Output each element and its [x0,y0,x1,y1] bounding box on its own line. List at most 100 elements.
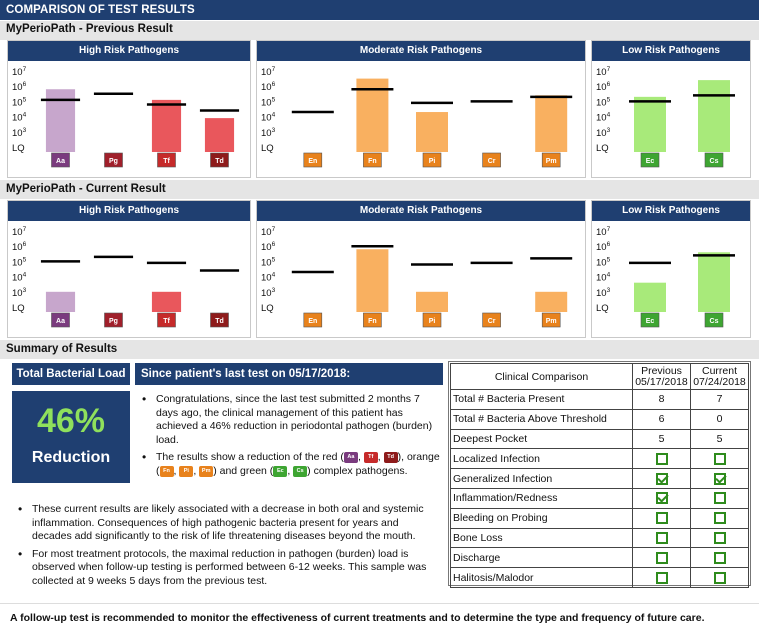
summary-section-title: Summary of Results [6,343,118,355]
pathogen-label: Fn [368,158,377,165]
pathogen-label: Pg [109,318,118,325]
y-tick-label: 104 [261,112,276,124]
table-row: Total # Bacteria Present 8 7 [450,389,749,410]
prev-low-risk-panel: Low Risk Pathogens 107 106 105 104 103 LQ Ec Cs [591,40,751,178]
current-column-header: Current 07/24/2018 [690,363,749,390]
pathogen-label: Aa [56,158,65,165]
row-prev-checkbox-cell [632,487,691,509]
y-tick-label: 103 [12,287,27,299]
y-tick-label: 105 [261,256,276,268]
panel-title: Low Risk Pathogens [592,201,750,221]
pathogen-badge [157,152,176,168]
row-label: Bone Loss [450,527,633,549]
bullet2-text-d: ) and green ( [213,464,274,477]
panel-title: Low Risk Pathogens [592,41,750,61]
y-tick-label: 103 [261,287,276,299]
y-tick-label: 107 [596,66,611,78]
y-tick-label: 105 [596,96,611,108]
row-label: Localized Infection [450,448,633,470]
y-tick-label: 103 [596,127,611,139]
y-tick-label: 105 [261,96,276,108]
since-title: Since patient's last test on 05/17/2018: [135,363,443,385]
row-curr-value: 7 [690,389,749,410]
summary-bullets-bottom: These current results are likely associa… [18,503,438,589]
reduction-label: Reduction [31,449,111,466]
bullet2-text-b: ), [397,451,405,464]
unchecked-checkbox-icon [713,571,726,584]
y-tick-label: 105 [596,256,611,268]
table-row: Halitosis/Malodor [450,567,749,588]
y-tick-label: LQ [261,143,274,154]
total-load-title: Total Bacterial Load [12,363,130,385]
y-tick-label: 104 [12,272,27,284]
y-tick-label: 107 [261,66,276,78]
y-tick-label: LQ [596,143,609,154]
pathogen-bar [151,291,182,312]
y-tick-label: 105 [12,96,27,108]
red-chip: Aa [343,452,358,464]
footer-divider [0,603,759,604]
pathogen-bar [204,118,235,152]
unchecked-checkbox-icon [713,452,726,465]
unchecked-checkbox-icon [713,551,726,564]
row-label: Generalized Infection [450,468,633,489]
orange-chip: Pi [179,465,194,477]
panel-title: High Risk Pathogens [8,41,250,61]
pathogen-label: Cr [488,158,496,165]
orange-chip: Pm [199,465,214,477]
y-tick-label: LQ [261,303,274,314]
total-load-block: Total Bacterial Load 46% Reduction [12,363,130,483]
y-tick-label: 104 [12,112,27,124]
previous-section-bar [0,21,759,40]
row-prev-checkbox-cell [632,448,691,470]
pathogen-label: Tf [163,318,170,325]
pathogen-label: En [308,318,317,325]
prev-moderate-risk-panel: Moderate Risk Pathogens 107 106 105 104 103 L… [256,40,586,178]
pathogen-bar [45,291,76,312]
unchecked-checkbox-icon [655,532,668,545]
y-tick-label: 104 [596,272,611,284]
row-curr-checkbox-cell [690,527,749,549]
row-label: Inflammation/Redness [450,487,633,509]
pathogen-bar [416,291,448,312]
bullet-followup-timing: For most treatment protocols, the maxima… [18,548,438,589]
y-tick-label: 105 [12,256,27,268]
bullet2-text-e: ) complex pathogens. [307,464,408,477]
previous-label: Previous [641,364,682,377]
pathogen-label: Td [215,158,224,165]
pathogen-badge [157,312,176,328]
pathogen-bar [698,252,730,312]
pathogen-badge [640,312,660,328]
panel-title: Moderate Risk Pathogens [257,201,585,221]
row-curr-checkbox-cell [690,487,749,509]
table-row: Total # Bacteria Above Threshold 6 0 [450,408,749,430]
pathogen-badge [104,312,123,328]
row-prev-value: 6 [632,408,691,430]
pathogen-badge [363,152,382,168]
pathogen-label: Ec [646,318,655,325]
unchecked-checkbox-icon [713,492,726,505]
pathogen-bar [634,96,666,152]
row-label: Total # Bacteria Above Threshold [450,408,633,430]
y-tick-label: 107 [596,226,611,238]
y-tick-label: 104 [596,112,611,124]
unchecked-checkbox-icon [655,551,668,564]
row-curr-checkbox-cell [690,468,749,489]
y-tick-label: 104 [261,272,276,284]
pathogen-badge [482,152,501,168]
pathogen-label: Pi [429,158,436,165]
y-tick-label: LQ [12,143,25,154]
pathogen-label: Cr [488,318,496,325]
bullet-inflammation: These current results are likely associa… [18,503,438,544]
y-tick-label: 106 [596,81,611,93]
y-tick-label: 103 [261,127,276,139]
clinical-comparison-table: Clinical Comparison Previous 05/17/2018 … [450,363,749,588]
pathogen-badge [51,312,70,328]
pathogen-bar [634,282,666,312]
row-prev-checkbox-cell [632,547,691,569]
current-section-bar [0,180,759,199]
pathogen-bar [356,249,389,312]
bullet-congratulations: Congratulations, since the last test sub… [142,393,442,447]
pathogen-label: Aa [56,318,65,325]
prev-high-risk-panel: High Risk Pathogens 107 106 105 104 103 LQ Aa P… [7,40,251,178]
